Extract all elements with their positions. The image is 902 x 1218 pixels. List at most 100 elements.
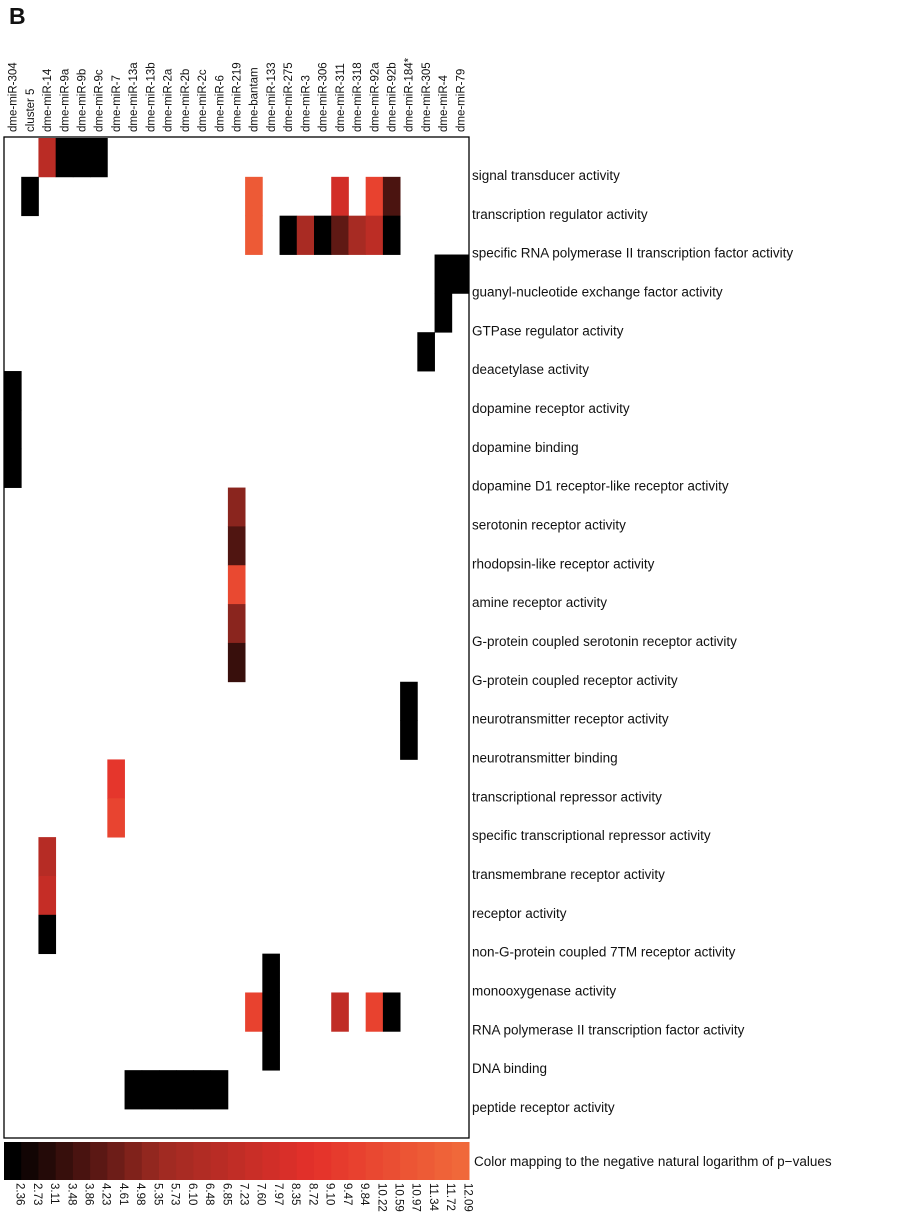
legend-swatch: [55, 1142, 74, 1180]
legend-tick-label: 9.84: [358, 1183, 370, 1206]
legend-tick-label: 11.34: [427, 1183, 439, 1212]
heatmap-cell: [227, 604, 246, 644]
heatmap-cell: [176, 1070, 194, 1110]
heatmap-cell: [279, 215, 298, 255]
heatmap-cell: [193, 1070, 212, 1110]
legend-tick-label: 7.60: [255, 1183, 267, 1205]
legend-tick-label: 10.22: [375, 1183, 387, 1212]
heatmap-cell: [382, 176, 401, 217]
column-label: dme-miR-9b: [77, 69, 89, 132]
legend-swatch: [176, 1142, 194, 1180]
row-label: G-protein coupled receptor activity: [472, 673, 678, 688]
row-label: DNA binding: [472, 1061, 547, 1076]
legend-swatch: [279, 1142, 298, 1180]
legend-tick-label: 3.86: [83, 1183, 95, 1205]
row-label: neurotransmitter binding: [472, 751, 618, 766]
row-label: deacetylase activity: [472, 362, 589, 377]
column-label: dme-miR-7: [111, 75, 123, 132]
heatmap-cell: [227, 526, 246, 566]
column-label: dme-miR-318: [352, 62, 364, 132]
legend-tick-label: 11.72: [444, 1183, 456, 1211]
legend-tick-label: 7.97: [272, 1183, 284, 1205]
row-label: monooxygenase activity: [472, 984, 616, 999]
heatmap-cell: [227, 487, 246, 527]
color-legend: 2.36 2.73 3.11 3.48 3.86 4.23 4.61 4.98 5.35 5.73…: [4, 1142, 832, 1212]
heatmap-cell: [4, 371, 22, 411]
legend-tick-label: 7.23: [238, 1183, 250, 1205]
heatmap-cell: [141, 1070, 160, 1110]
column-label: dme-miR-92a: [369, 62, 381, 132]
column-labels: dme-miR-304 cluster 5 dme-miR-14 dme-miR-9a…: [8, 57, 468, 132]
legend-tick-label: 6.85: [220, 1183, 232, 1205]
row-label: G-protein coupled serotonin receptor act…: [472, 634, 737, 649]
heatmap-cell: [365, 176, 384, 217]
legend-swatch: [451, 1142, 470, 1180]
legend-tick-label: 8.35: [289, 1183, 301, 1205]
row-label: transcriptional repressor activity: [472, 789, 662, 804]
column-label: dme-miR-4: [438, 75, 450, 132]
column-label: dme-miR-79: [455, 69, 467, 132]
column-label: dme-miR-305: [421, 62, 433, 132]
heatmap-cell: [331, 215, 349, 255]
legend-swatch: [90, 1142, 108, 1180]
column-label: dme-miR-92b: [387, 62, 399, 132]
column-label: dme-miR-13b: [145, 62, 157, 132]
heatmap-cell: [331, 176, 349, 217]
row-labels: signal transducer activity transcription …: [472, 168, 793, 1115]
heatmap-cell: [365, 992, 384, 1032]
row-label: receptor activity: [472, 906, 567, 921]
column-label: dme-miR-306: [318, 62, 330, 132]
heatmap-cell: [382, 992, 401, 1032]
heatmap-cell: [210, 1070, 229, 1110]
legend-tick-label: 8.72: [306, 1183, 318, 1205]
heatmap-cell: [227, 642, 246, 683]
heatmap-cell: [159, 1070, 177, 1110]
heatmap-cell: [107, 759, 125, 799]
heatmap-cell: [245, 176, 263, 217]
legend-swatch: [193, 1142, 212, 1180]
heatmap-cell: [38, 138, 57, 178]
column-label: dme-miR-13a: [128, 62, 140, 132]
legend-swatch: [72, 1142, 91, 1180]
column-label: dme-miR-9a: [59, 68, 71, 132]
legend-swatch: [210, 1142, 229, 1180]
heatmap-cell: [434, 293, 453, 333]
heatmap-cell: [451, 254, 470, 294]
heatmap-cell: [72, 138, 91, 178]
legend-tick-label: 5.73: [169, 1183, 181, 1205]
row-label: guanyl-nucleotide exchange factor activi…: [472, 284, 723, 299]
heatmap-cell: [124, 1070, 143, 1110]
heatmap-cells: [4, 138, 470, 1110]
legend-tick-label: 2.73: [31, 1183, 43, 1205]
column-label: cluster 5: [25, 89, 37, 132]
column-label: dme-miR-2b: [180, 69, 192, 132]
column-label: dme-miR-14: [42, 68, 54, 132]
legend-swatch: [124, 1142, 143, 1180]
legend-swatch: [434, 1142, 453, 1180]
heatmap-cell: [262, 1031, 280, 1071]
heatmap-cell: [245, 215, 263, 255]
legend-tick-label: 9.10: [324, 1183, 336, 1205]
legend-tick-label: 6.10: [186, 1183, 198, 1205]
legend-tick-label: 4.61: [117, 1183, 129, 1205]
heatmap-cell: [55, 138, 74, 178]
heatmap-cell: [38, 914, 57, 955]
panel-label: B: [9, 3, 26, 29]
column-label: dme-miR-219: [232, 62, 244, 132]
legend-tick-label: 4.23: [100, 1183, 112, 1205]
row-label: dopamine receptor activity: [472, 401, 630, 416]
row-label: serotonin receptor activity: [472, 517, 626, 532]
legend-tick-label: 3.11: [48, 1183, 60, 1205]
row-label: dopamine binding: [472, 440, 579, 455]
legend-swatch: [107, 1142, 126, 1180]
row-label: specific transcriptional repressor activ…: [472, 828, 711, 843]
legend-swatch: [382, 1142, 401, 1180]
heatmap-cell: [348, 215, 367, 255]
heatmap-cell: [434, 254, 453, 294]
heatmap-cell: [38, 875, 57, 916]
heatmap-cell: [4, 409, 22, 450]
column-label: dme-miR-304: [8, 62, 20, 132]
legend-tick-label: 2.36: [14, 1183, 26, 1205]
column-label: dme-miR-3: [300, 75, 312, 132]
heatmap-cell: [245, 992, 263, 1032]
